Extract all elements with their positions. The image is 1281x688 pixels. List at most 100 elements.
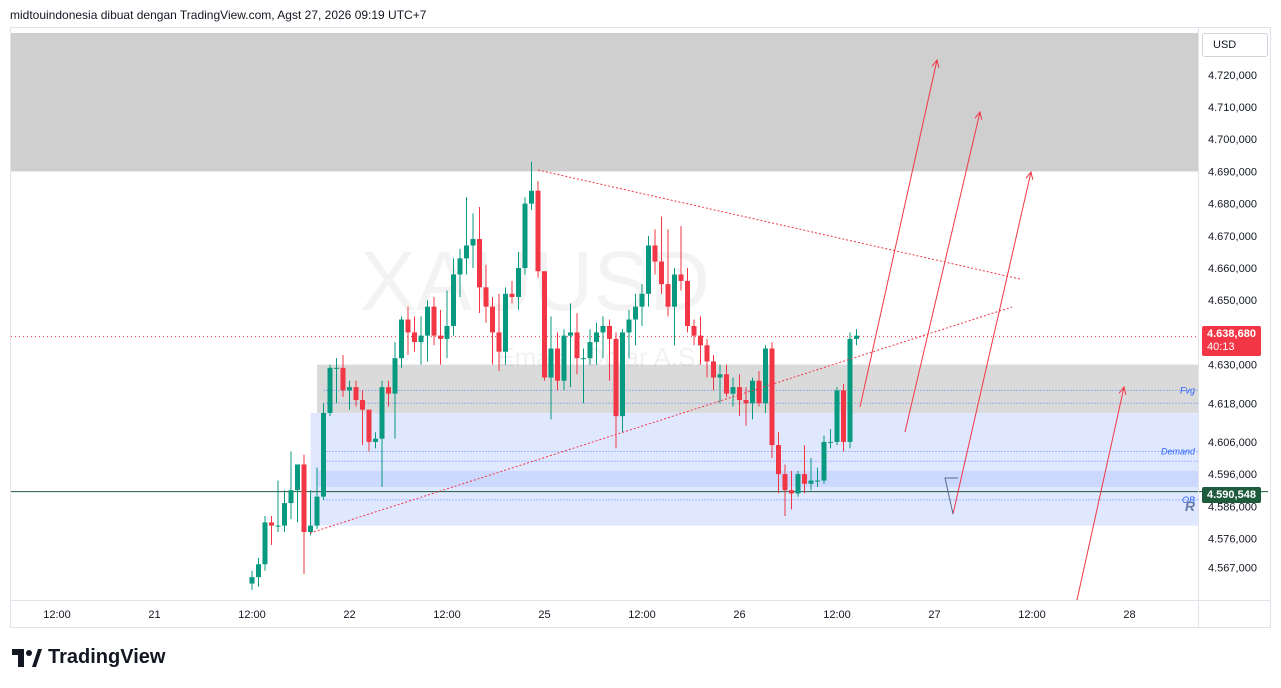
time-tick-label: 12:00: [433, 609, 461, 621]
time-tick-label: 21: [148, 609, 160, 621]
candle-body: [574, 332, 580, 359]
candle: [535, 181, 541, 278]
candle: [405, 306, 411, 355]
candle-body: [457, 258, 463, 275]
candle-body: [256, 564, 261, 578]
candle: [334, 358, 339, 404]
candle: [704, 338, 710, 378]
candle: [691, 319, 697, 346]
candle: [711, 354, 716, 391]
candle: [321, 403, 326, 500]
projection-arrowhead-1: [931, 58, 940, 68]
candle-body: [555, 348, 560, 381]
candle-body: [431, 306, 437, 336]
candle-body: [756, 380, 762, 404]
ob-zone: [317, 470, 1198, 487]
candle-body: [483, 287, 489, 307]
candle-body: [763, 348, 768, 404]
candle-body: [711, 361, 716, 378]
candle: [477, 206, 482, 314]
candle-body: [561, 335, 567, 381]
candle: [782, 464, 788, 516]
candle: [431, 297, 437, 346]
time-tick-label: 25: [538, 609, 550, 621]
candle: [626, 309, 632, 359]
candle-body: [802, 474, 807, 484]
candle: [730, 377, 736, 407]
demand-zone: [310, 412, 1198, 526]
candle: [789, 470, 794, 510]
chart-frame[interactable]: [10, 27, 1271, 628]
time-tick-label: 28: [1123, 609, 1135, 621]
candle-body: [509, 293, 515, 297]
candle-body: [607, 325, 612, 339]
price-tick-label: 4.690,000: [1208, 166, 1257, 178]
candle-body: [464, 245, 469, 259]
candle-body: [782, 474, 788, 491]
price-tick-label: 4.680,000: [1208, 199, 1257, 211]
candle: [347, 380, 352, 410]
price-tick-label: 4.576,000: [1208, 534, 1257, 546]
projection-arrowhead-2: [974, 110, 983, 120]
candle: [717, 364, 723, 404]
annotations-layer: [309, 58, 1127, 601]
candle: [854, 329, 859, 346]
candle-body: [815, 480, 820, 482]
candle: [327, 364, 333, 417]
candle-body: [334, 367, 339, 369]
candle: [412, 316, 417, 352]
candle-body: [386, 387, 391, 394]
tradingview-logo-icon: [12, 648, 42, 667]
candle: [652, 229, 658, 275]
candle-body: [841, 390, 846, 442]
candle: [438, 309, 443, 365]
candle: [464, 197, 469, 275]
price-axis[interactable]: 4.720,000 4.710,000 4.700,000 4.690,000 4.68…: [1198, 28, 1257, 627]
tradingview-logo[interactable]: TradingView: [12, 646, 165, 669]
candle: [444, 290, 450, 359]
candle-body: [652, 245, 658, 262]
candle: [750, 377, 755, 420]
last-price-label: 4.638,680 40:13: [1202, 326, 1261, 356]
zones-layer: [11, 32, 1198, 526]
price-tick-label: 4.670,000: [1208, 231, 1257, 243]
candle-body: [405, 319, 411, 333]
candle: [288, 451, 294, 520]
candle: [418, 316, 424, 365]
candle: [841, 383, 846, 452]
candle-body: [587, 342, 593, 359]
currency-selector[interactable]: USD: [1202, 33, 1268, 57]
candle-body: [717, 374, 723, 378]
candle-body: [568, 332, 573, 336]
candle-body: [438, 335, 443, 339]
candle: [776, 432, 781, 494]
candle-body: [626, 319, 632, 333]
candle-body: [412, 332, 417, 343]
candle-body: [730, 387, 736, 394]
candle-body: [347, 387, 352, 391]
candle: [834, 387, 840, 446]
candle: [392, 342, 398, 439]
candle-body: [535, 190, 541, 272]
candle: [665, 229, 671, 317]
candle-body: [496, 332, 502, 352]
candle-body: [646, 245, 651, 294]
candle-body: [659, 261, 664, 285]
candle: [548, 316, 554, 420]
candle-body: [847, 338, 853, 442]
candles-layer[interactable]: [249, 161, 860, 591]
candle: [847, 332, 853, 449]
candle-body: [633, 306, 638, 320]
candle-body: [288, 490, 294, 504]
candle: [451, 258, 456, 336]
candle: [496, 293, 502, 372]
candle: [483, 264, 489, 323]
price-tick-label: 4.630,000: [1208, 360, 1257, 372]
time-axis[interactable]: 12:00 21 12:00 22 12:00 25 12:00 26 12:00 27 12:00…: [11, 600, 1270, 622]
candle-body: [795, 474, 801, 494]
supply-zone: [11, 32, 1198, 172]
candle-body: [425, 306, 430, 336]
candle: [600, 316, 606, 359]
zone-label-demand: Demand: [1161, 447, 1196, 457]
